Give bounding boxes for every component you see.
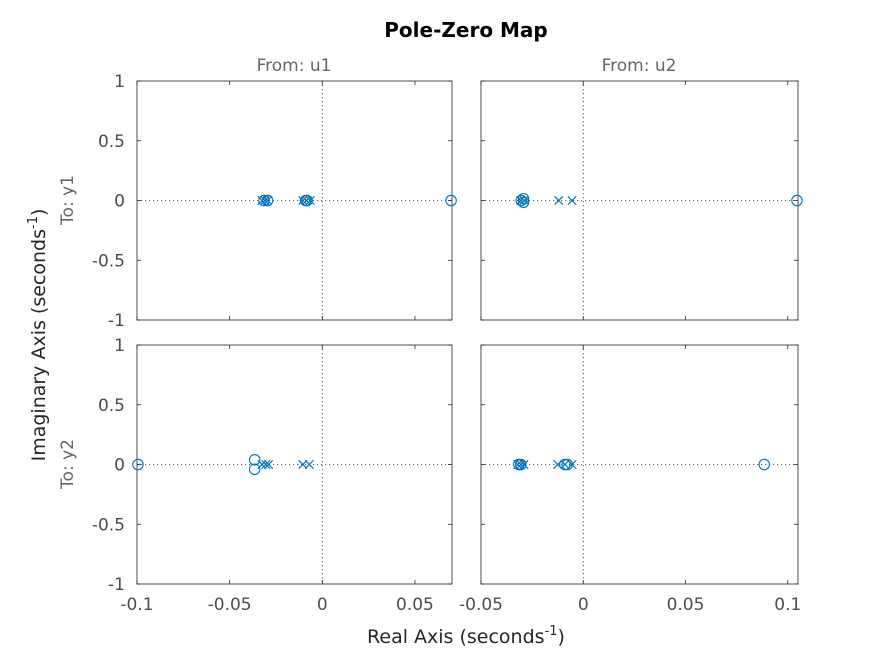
zero-marker-r1c2-3 (791, 194, 803, 207)
zero-marker-r1c1-4 (445, 194, 457, 207)
x-tick-label-r2c2-0: -0.05 (459, 595, 503, 615)
x-tick-label-r2c2-1: 0 (578, 595, 589, 615)
zero-marker-r2c1-2 (248, 463, 261, 476)
y-tick-label-r1c1-4: -1 (108, 311, 125, 331)
axes-frame-r1c1 (136, 80, 453, 321)
pole-marker-r1c1-5 (305, 195, 315, 206)
x-tick-label-r2c1-2: 0 (317, 595, 328, 615)
y-axis-title: Imaginary Axis (seconds-1) (26, 209, 50, 462)
x-tick-label-r2c2-3: 0.1 (774, 595, 801, 615)
y-tick-label-r1c1-1: 0.5 (98, 132, 125, 152)
pole-marker-r2c2-4 (560, 459, 570, 470)
subplot-r1c1: 1 0.5 0 -0.5 -1 (92, 72, 457, 331)
pole-marker-r2c1-3 (298, 459, 308, 470)
y-axis-title-text: Imaginary Axis (seconds (28, 229, 50, 461)
zero-marker-r2c2-1 (515, 458, 527, 471)
zero-marker-r2c2-3 (561, 458, 574, 471)
zero-marker-r2c2-4 (758, 458, 771, 471)
zero-marker-r2c1-0 (132, 458, 144, 471)
chart-title: Pole-Zero Map (384, 18, 547, 42)
column-label-u1: From: u1 (257, 56, 332, 76)
row-label-y2: To: y2 (58, 439, 78, 490)
zero-marker-r1c1-0 (258, 194, 270, 207)
x-tick-label-r2c1-0: -0.1 (120, 595, 153, 615)
row-label-y1: To: y1 (58, 175, 78, 226)
y-tick-label-r2c1-0: 1 (114, 336, 125, 356)
y-tick-label-r1c1-0: 1 (114, 72, 125, 92)
pole-marker-r1c2-3 (567, 195, 577, 206)
y-tick-label-r2c1-3: -0.5 (92, 515, 125, 535)
subplot-grid: 10.50-0.5-1-0.1 -0.05 0 0.0510.50-0.5-1-0.0… (92, 72, 803, 615)
x-axis-title-close: ) (558, 626, 565, 648)
zero-marker-r1c2-0 (515, 194, 528, 207)
axes-frame-r2c2 (480, 344, 799, 585)
x-axis-title-exponent: -1 (545, 624, 558, 639)
x-tick-label-r2c1-1: -0.05 (208, 595, 252, 615)
zero-marker-r2c2-2 (559, 458, 571, 471)
zero-marker-r2c1-1 (248, 453, 261, 466)
zero-marker-r1c2-1 (517, 192, 530, 205)
pole-marker-r1c1-3 (298, 195, 308, 206)
zero-marker-r1c1-3 (301, 194, 313, 207)
y-tick-label-r2c1-4: -1 (108, 575, 125, 595)
x-axis-title-text: Real Axis (seconds (367, 626, 545, 648)
x-tick-label-r2c1-3: 0.05 (396, 595, 434, 615)
y-axis-title-close: ) (28, 209, 50, 216)
x-axis-title: Real Axis (seconds-1) (367, 624, 565, 648)
axes-frame-r2c1 (136, 344, 453, 585)
pole-marker-r2c1-2 (263, 459, 274, 470)
pole-marker-r1c1-2 (263, 195, 273, 206)
pole-marker-r2c1-1 (261, 459, 271, 470)
y-axis-title-exponent: -1 (26, 216, 41, 229)
subplot-r2c1: -0.1 -0.05 0 0.05 1 0.5 0 -0.5 -1 (92, 336, 453, 615)
pole-marker-r2c1-4 (304, 459, 314, 470)
subplot-r2c2: -0.05 0 0.05 0.1 (459, 344, 801, 615)
column-label-u2: From: u2 (602, 56, 677, 76)
pole-marker-r1c2-2 (554, 195, 564, 206)
subplot-r1c2 (480, 80, 803, 321)
y-tick-label-r1c1-2: 0 (114, 192, 125, 212)
y-tick-label-r2c1-2: 0 (114, 456, 125, 476)
x-tick-label-r2c2-2: 0.05 (667, 595, 705, 615)
zero-marker-r1c2-2 (517, 196, 530, 209)
y-tick-label-r1c1-3: -0.5 (92, 251, 125, 271)
y-tick-label-r2c1-1: 0.5 (98, 396, 125, 416)
zero-marker-r1c1-1 (261, 194, 274, 207)
